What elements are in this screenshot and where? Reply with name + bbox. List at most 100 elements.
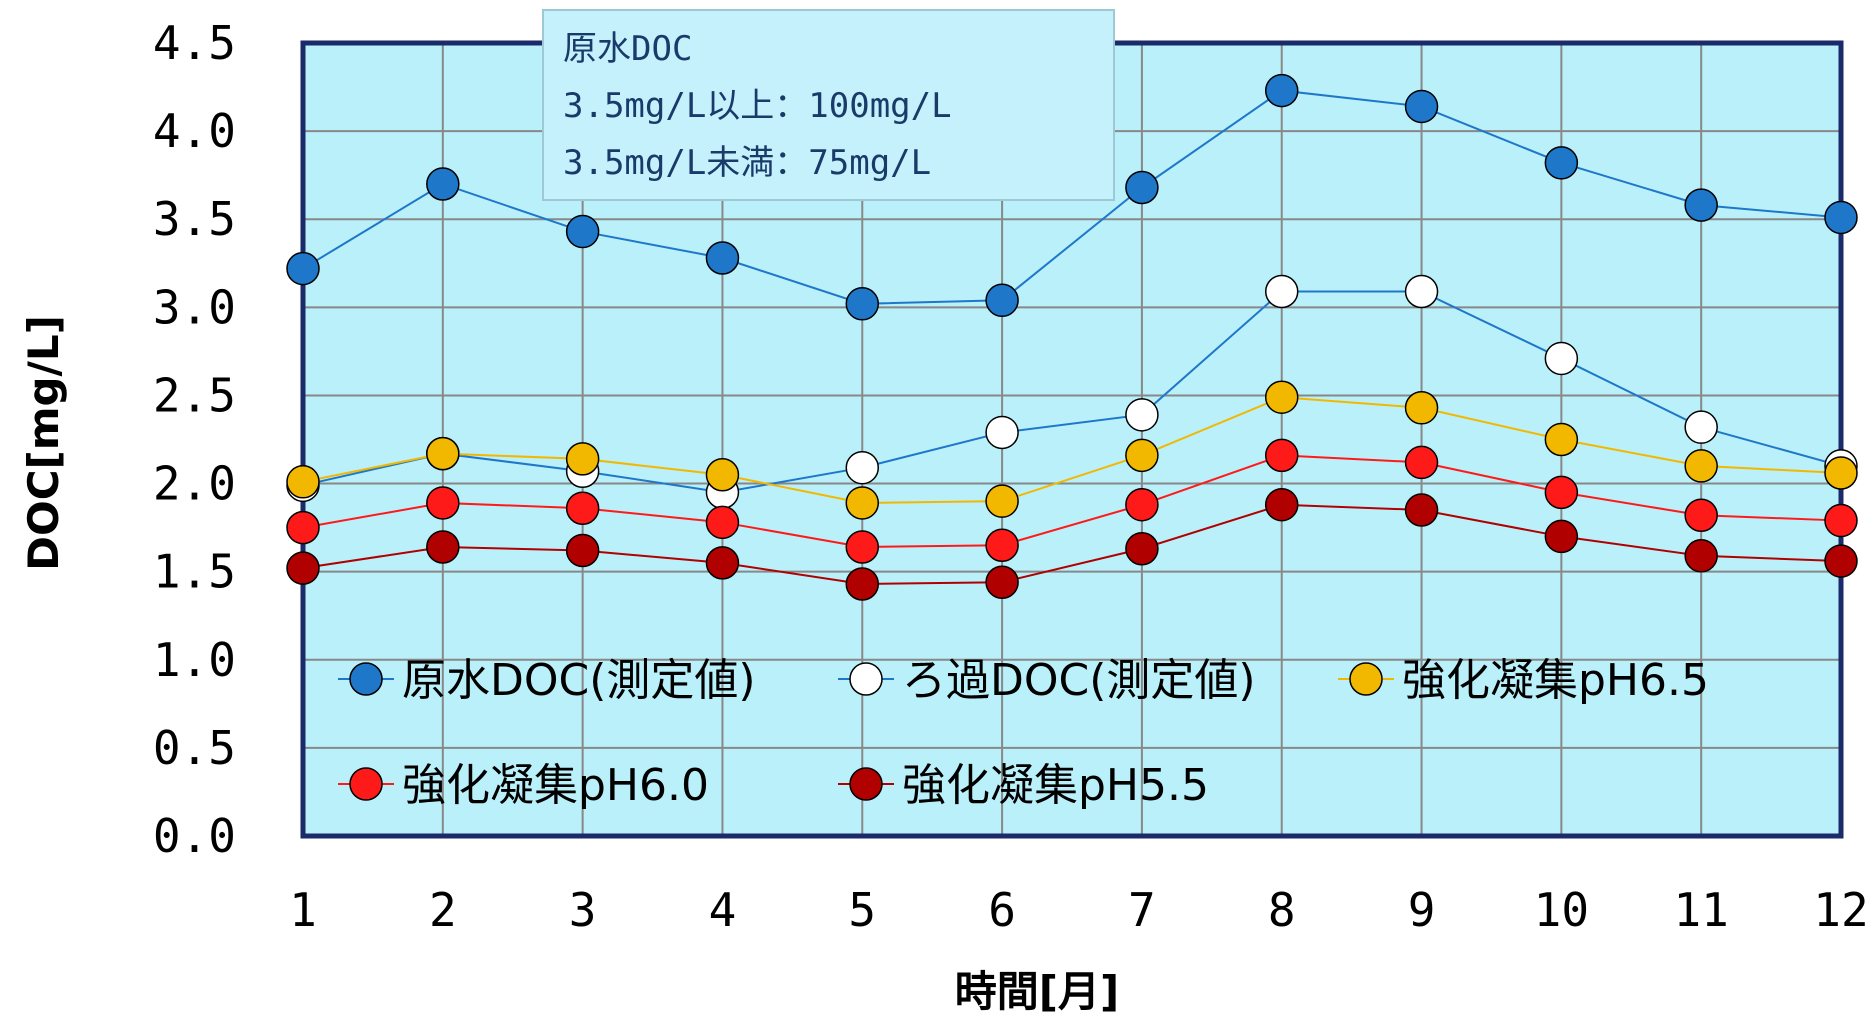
x-tick-label: 11 [1673,883,1728,937]
data-point [286,510,320,545]
x-tick-label: 7 [1128,883,1156,937]
data-point [426,530,460,564]
y-tick-label: 0.5 [153,721,236,775]
data-point [1264,380,1299,414]
data-point [985,283,1019,318]
x-tick-labels: 1 2 3 4 5 6 7 8 9 10 11 12 [289,883,1869,937]
series-line [302,396,1842,504]
data-point [705,546,740,580]
data-point [1824,200,1858,235]
data-point [565,214,600,249]
data-point [565,491,600,525]
x-tick-label: 12 [1813,883,1868,937]
annotation-box: 原水DOC 3.5mg/L以上：100mg/L 3.5mg/L未満：75mg/L [542,9,1115,201]
data-point [1684,188,1718,222]
data-point [1264,274,1299,309]
y-tick-labels: 0.0 0.5 1.0 1.5 2.0 2.5 3.0 3.5 4.0 4.5 [153,16,236,863]
x-tick-label: 10 [1534,883,1589,937]
x-tick-label: 4 [709,883,737,937]
legend-label: 強化凝集pH6.5 [1402,655,1709,706]
y-axis-label: DOC[mg/L] [19,315,68,571]
data-point [845,287,880,321]
series-line [302,503,1842,586]
legend-item: 強化凝集pH6.5 [1338,655,1709,706]
x-tick-label: 3 [569,883,597,937]
data-point [1404,89,1439,124]
x-tick-label: 8 [1268,883,1296,937]
y-tick-label: 1.5 [153,545,236,599]
data-point [1125,532,1159,566]
legend-item: 強化凝集pH5.5 [838,760,1209,811]
data-point [1684,449,1718,483]
data-point [426,436,460,471]
data-point [1684,498,1718,533]
series-line [302,290,1842,494]
y-tick-label: 1.0 [153,633,236,687]
series-line [302,89,1842,305]
data-point [286,465,320,499]
legend-marker [349,767,383,801]
data-point [1404,445,1439,480]
data-point [845,530,880,564]
series-3 [286,380,1858,520]
y-tick-label: 4.5 [153,16,236,70]
data-point [985,565,1019,599]
legend-marker [849,767,883,801]
legend-label: ろ過DOC(測定値) [902,655,1256,706]
data-point [1824,503,1858,538]
data-point [1684,410,1718,444]
data-point [1544,422,1579,457]
x-tick-label: 5 [848,883,876,937]
annotation-background [542,9,1115,201]
data-point [985,484,1019,518]
annotation-line-1: 原水DOC [563,29,692,69]
data-point [565,533,600,568]
data-point [1125,398,1159,432]
y-tick-label: 3.0 [153,280,236,334]
data-point [1404,493,1439,527]
y-tick-label: 4.0 [153,104,236,158]
data-point [1125,487,1159,522]
legend-label: 強化凝集pH5.5 [902,760,1209,811]
data-point [985,528,1019,562]
legend-marker [849,662,883,696]
data-point [1264,487,1299,522]
data-point [845,486,880,520]
x-tick-label: 1 [289,883,317,937]
legend-item: 原水DOC(測定値) [338,655,756,706]
annotation-line-3: 3.5mg/L未満：75mg/L [563,143,931,183]
data-point [705,505,740,540]
data-point [1544,519,1579,554]
data-point [1264,73,1299,108]
data-point [1544,341,1579,376]
legend-item: ろ過DOC(測定値) [838,655,1256,706]
x-tick-label: 9 [1408,883,1436,937]
legend-label: 原水DOC(測定値) [402,655,756,706]
data-point [705,457,740,492]
data-point [705,241,740,275]
data-point [1125,170,1159,205]
legend-marker [1349,662,1383,696]
y-tick-label: 0.0 [153,809,236,863]
data-point [1544,475,1579,510]
x-axis-label: 時間[月] [955,967,1119,1016]
legend-label: 強化凝集pH6.0 [402,760,709,811]
annotation-line-2: 3.5mg/L以上：100mg/L [563,86,952,126]
series-layer [286,73,1858,601]
data-point [1544,146,1579,180]
x-tick-label: 6 [988,883,1016,937]
legend-item: 強化凝集pH6.0 [338,760,709,811]
data-point [1125,438,1159,473]
data-point [1404,274,1439,309]
data-point [1264,438,1299,473]
y-tick-label: 2.5 [153,368,236,422]
data-point [426,167,460,201]
data-point [845,450,880,485]
data-point [426,486,460,520]
data-point [565,442,600,476]
data-point [286,251,320,286]
series-1 [286,73,1858,321]
data-point [1824,456,1858,490]
data-point [286,551,320,585]
